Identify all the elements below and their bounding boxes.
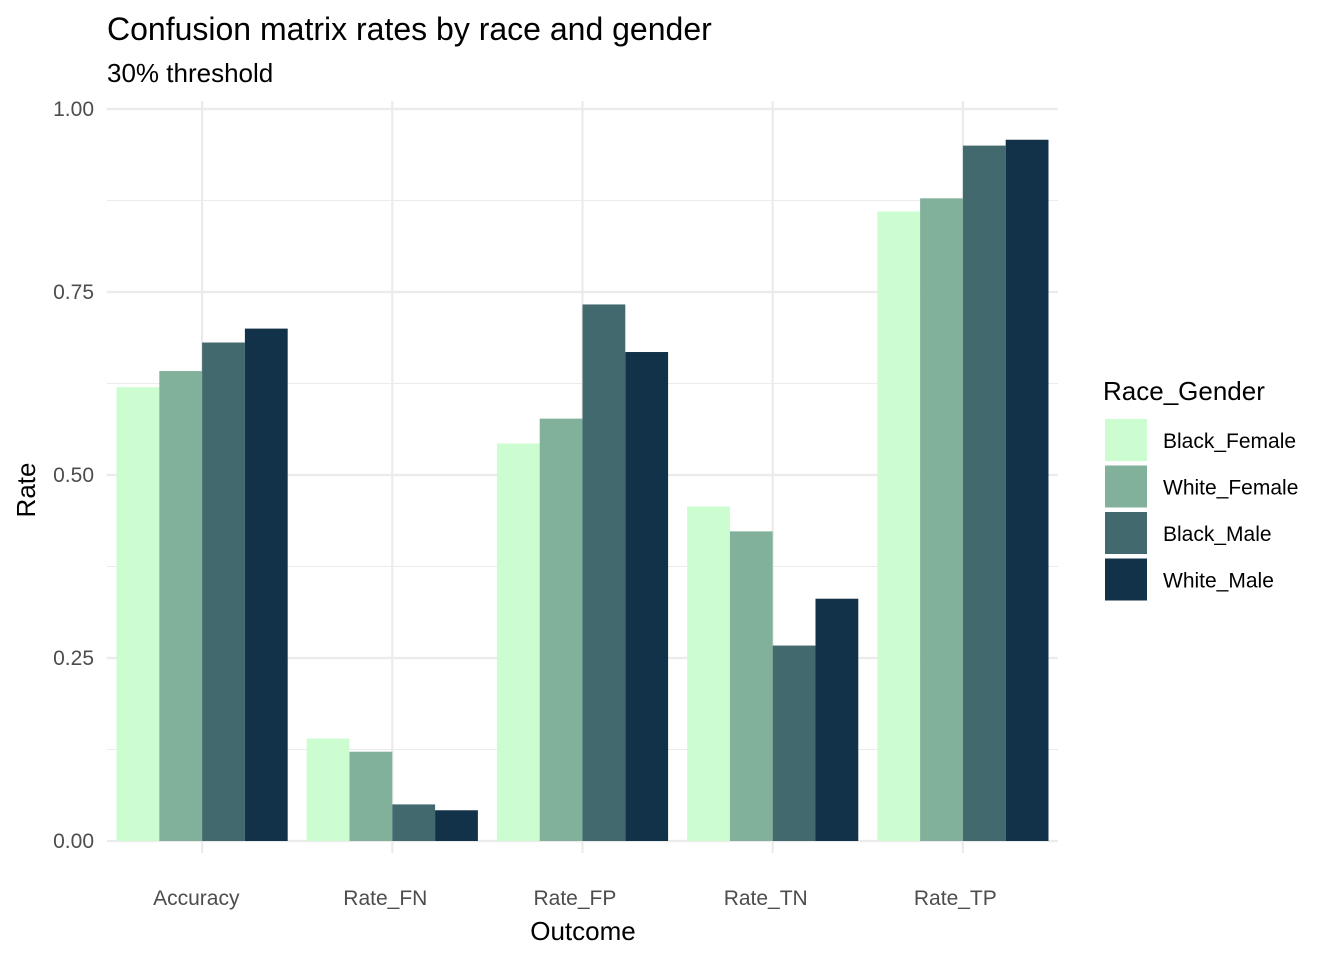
chart-subtitle: 30% threshold bbox=[107, 58, 273, 88]
bar-Rate_FP-Black_Female bbox=[496, 443, 540, 841]
bar-Rate_FP-Black_Male bbox=[582, 304, 626, 842]
bar-Rate_TN-White_Female bbox=[729, 531, 773, 841]
bar-Rate_FP-White_Male bbox=[625, 352, 669, 841]
x-axis-title: Outcome bbox=[530, 916, 636, 946]
legend-swatch-White_Male bbox=[1105, 558, 1147, 601]
x-tick-label: Accuracy bbox=[153, 887, 240, 910]
y-axis-title: Rate bbox=[11, 463, 41, 518]
bar-Rate_TN-Black_Male bbox=[772, 645, 816, 841]
legend-swatch-Black_Female bbox=[1105, 419, 1147, 461]
bar-Rate_FN-Black_Female bbox=[306, 738, 350, 841]
y-tick-label: 0.75 bbox=[53, 281, 94, 304]
bar-Accuracy-White_Male bbox=[244, 328, 288, 842]
bar-Rate_TP-Black_Male bbox=[962, 145, 1006, 842]
x-tick-label: Rate_FP bbox=[534, 887, 617, 910]
x-axis-ticks: Accuracy Rate_FN Rate_FP Rate_TN Rate_TP bbox=[153, 887, 997, 910]
y-axis-ticks: 0.00 0.25 0.50 0.75 1.00 bbox=[53, 98, 94, 853]
bar-Rate_FP-White_Female bbox=[539, 418, 583, 841]
legend: Race_Gender Black_Female White_Female Blac… bbox=[1103, 376, 1298, 601]
legend-swatch-Black_Male bbox=[1105, 512, 1147, 554]
x-tick-label: Rate_FN bbox=[343, 887, 427, 910]
legend-label-Black_Female: Black_Female bbox=[1163, 430, 1296, 453]
x-tick-label: Rate_TP bbox=[914, 887, 997, 910]
bar-Rate_TN-White_Male bbox=[815, 598, 859, 841]
bar-Rate_FN-White_Male bbox=[435, 810, 478, 841]
bar-Rate_TP-Black_Female bbox=[877, 211, 921, 842]
legend-swatch-White_Female bbox=[1105, 465, 1147, 508]
x-tick-label: Rate_TN bbox=[724, 887, 808, 910]
y-tick-label: 0.25 bbox=[53, 647, 94, 670]
legend-label-Black_Male: Black_Male bbox=[1163, 523, 1272, 546]
chart-title: Confusion matrix rates by race and gende… bbox=[107, 11, 712, 47]
y-tick-label: 0.00 bbox=[53, 830, 94, 853]
legend-title: Race_Gender bbox=[1103, 376, 1265, 406]
bar-Rate_FN-Black_Male bbox=[392, 804, 436, 841]
bars bbox=[116, 139, 1049, 842]
y-tick-label: 0.50 bbox=[53, 464, 94, 487]
legend-label-White_Male: White_Male bbox=[1163, 570, 1274, 593]
bar-Accuracy-Black_Female bbox=[116, 387, 160, 841]
y-tick-label: 1.00 bbox=[53, 98, 94, 121]
bar-Accuracy-White_Female bbox=[159, 371, 203, 841]
bar-Rate_TP-White_Female bbox=[920, 198, 963, 841]
bar-Rate_TP-White_Male bbox=[1005, 139, 1049, 841]
legend-label-White_Female: White_Female bbox=[1163, 477, 1298, 500]
bar-Accuracy-Black_Male bbox=[202, 342, 245, 841]
bar-Rate_FN-White_Female bbox=[349, 751, 393, 841]
bar-Rate_TN-Black_Female bbox=[687, 506, 730, 841]
